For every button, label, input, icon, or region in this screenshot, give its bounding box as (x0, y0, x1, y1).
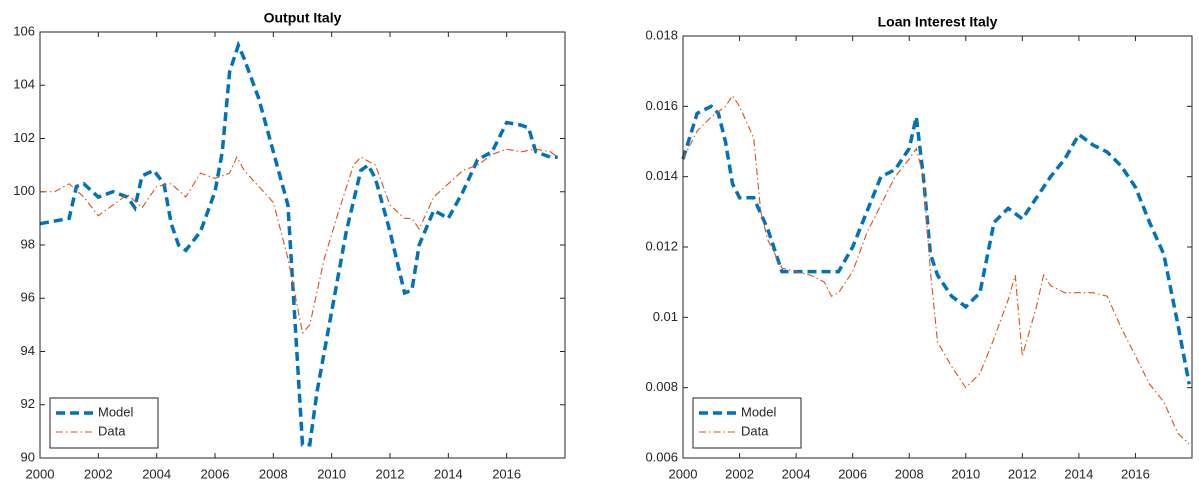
plot-area (40, 32, 565, 458)
y-tick-label: 0.018 (645, 27, 678, 42)
legend-label: Model (741, 404, 777, 419)
y-tick-label: 0.016 (645, 98, 678, 113)
y-tick-label: 104 (13, 77, 35, 92)
legend-label: Data (98, 423, 126, 438)
chart-title: Loan Interest Italy (878, 14, 998, 30)
x-tick-label: 2014 (1064, 466, 1093, 481)
y-tick-label: 92 (21, 396, 35, 411)
x-tick-label: 2000 (26, 466, 55, 481)
x-tick-label: 2000 (669, 466, 698, 481)
x-tick-label: 2008 (259, 466, 288, 481)
x-tick-label: 2010 (317, 466, 346, 481)
x-tick-label: 2006 (838, 466, 867, 481)
x-tick-label: 2002 (725, 466, 754, 481)
y-tick-label: 102 (13, 130, 35, 145)
y-tick-label: 94 (21, 343, 35, 358)
axes-box (682, 35, 1193, 459)
x-tick-label: 2002 (84, 466, 113, 481)
x-tick-label: 2004 (142, 466, 171, 481)
y-tick-label: 0.014 (645, 168, 678, 183)
y-tick-label: 100 (13, 183, 35, 198)
y-tick-label: 96 (21, 290, 35, 305)
y-tick-label: 0.012 (645, 238, 678, 253)
x-tick-label: 2008 (895, 466, 924, 481)
plot-area (683, 36, 1192, 458)
y-tick-label: 98 (21, 236, 35, 251)
legend-box (692, 397, 802, 449)
chart-title: Output Italy (264, 10, 342, 26)
legend-label: Model (98, 404, 134, 419)
y-tick-label: 90 (21, 449, 35, 464)
x-tick-label: 2014 (434, 466, 463, 481)
series-line (40, 148, 559, 335)
x-tick-label: 2004 (782, 466, 811, 481)
x-tick-label: 2016 (1121, 466, 1150, 481)
y-tick-label: 0.008 (645, 379, 678, 394)
series-line (39, 40, 558, 447)
y-tick-label: 0.006 (645, 449, 678, 464)
x-tick-label: 2016 (492, 466, 521, 481)
x-tick-label: 2012 (1008, 466, 1037, 481)
axes-box (39, 31, 566, 459)
y-tick-label: 0.01 (653, 309, 678, 324)
x-tick-label: 2010 (951, 466, 980, 481)
x-tick-label: 2006 (201, 466, 230, 481)
y-tick-label: 106 (13, 23, 35, 38)
series-line (682, 94, 1190, 445)
legend-box (49, 397, 159, 449)
legend-label: Data (741, 423, 769, 438)
x-tick-label: 2012 (376, 466, 405, 481)
